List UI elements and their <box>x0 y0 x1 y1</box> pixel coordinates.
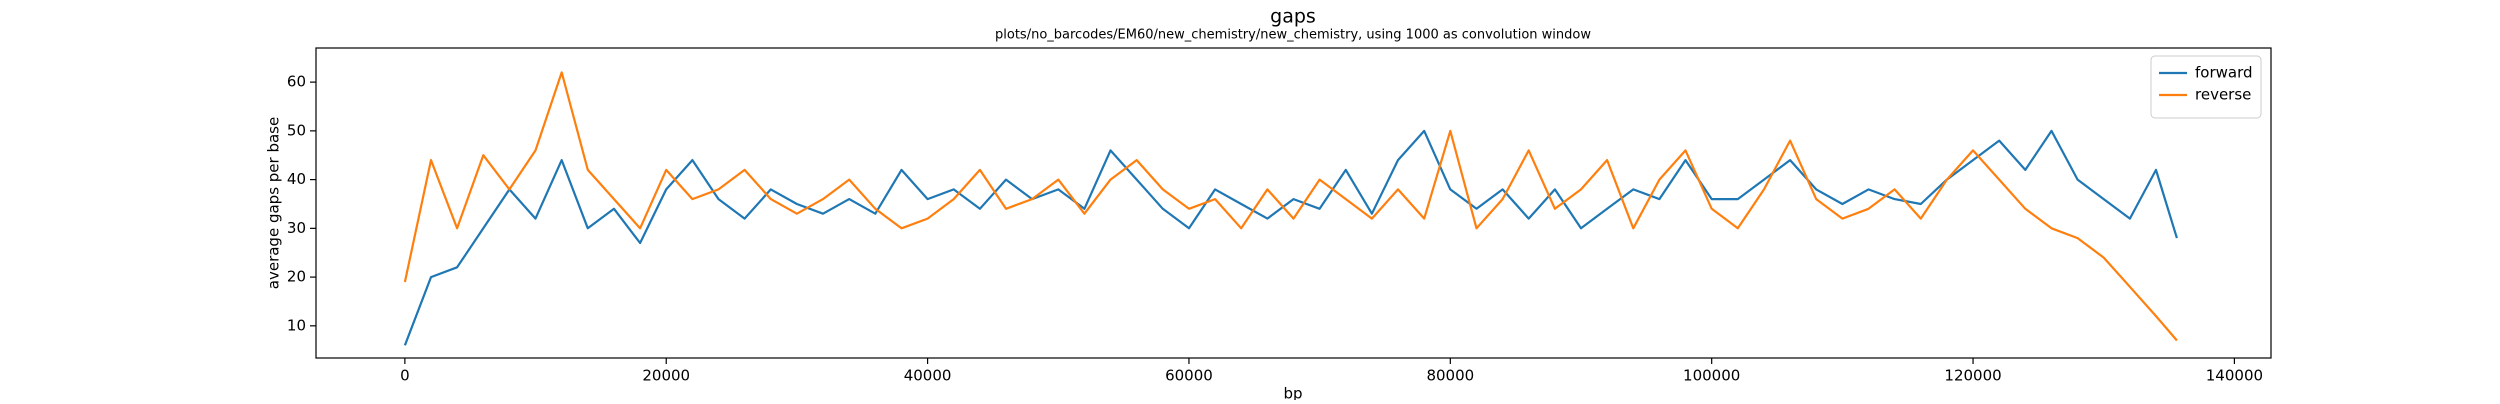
legend-label: reverse <box>2195 86 2251 104</box>
y-tick-label: 20 <box>287 268 306 286</box>
y-tick-label: 30 <box>287 219 306 237</box>
x-tick-label: 60000 <box>1165 367 1213 385</box>
x-tick-label: 100000 <box>1683 367 1740 385</box>
x-tick-label: 0 <box>400 367 410 385</box>
y-axis-label: average gaps per base <box>265 117 283 289</box>
x-tick-label: 80000 <box>1426 367 1474 385</box>
legend-box <box>2150 55 2262 119</box>
data-line <box>403 129 2178 346</box>
chart-title: gaps <box>1270 6 1316 28</box>
chart-subtitle: plots/no_barcodes/EM60/new_chemistry/new… <box>995 28 1591 43</box>
plot-frame <box>315 47 2272 359</box>
x-tick-label: 120000 <box>1944 367 2001 385</box>
x-axis-label: bp <box>1283 385 1302 401</box>
legend-label: forward <box>2195 64 2253 82</box>
y-tick-label: 10 <box>287 316 306 334</box>
y-tick-label: 60 <box>287 73 306 91</box>
x-tick-label: 40000 <box>904 367 952 385</box>
y-tick-label: 50 <box>287 121 306 139</box>
x-tick-label: 140000 <box>2206 367 2263 385</box>
y-tick-label: 40 <box>287 170 306 188</box>
data-line <box>403 71 2178 342</box>
x-tick-label: 20000 <box>642 367 690 385</box>
